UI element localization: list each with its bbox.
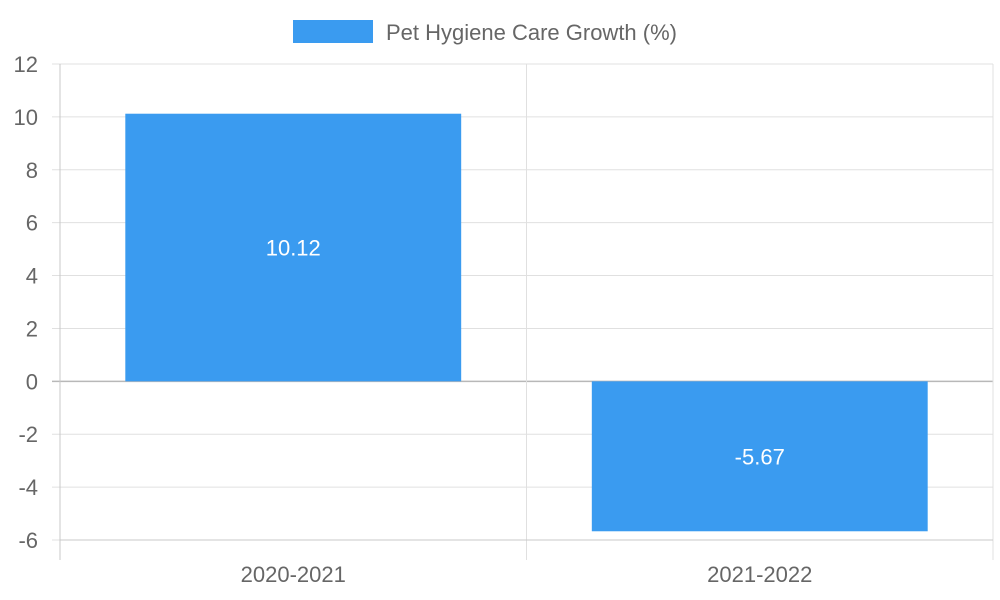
legend-swatch[interactable] [293,20,373,43]
y-tick-label: 8 [26,158,38,183]
y-tick-label: 2 [26,316,38,341]
x-tick-label: 2020-2021 [241,562,346,587]
data-label: 10.12 [266,236,321,261]
x-tick-label: 2021-2022 [707,562,812,587]
y-tick-label: -2 [18,422,38,447]
y-tick-label: 0 [26,369,38,394]
y-tick-label: 6 [26,211,38,236]
legend[interactable]: Pet Hygiene Care Growth (%) [293,20,677,45]
data-label: -5.67 [735,444,785,469]
labels-layer: -6 -4 -2 0 2 4 6 8 10 12 10.12 2020-2021 -5.67 2021-2… [14,52,813,587]
y-tick-label: 4 [26,264,38,289]
bars-layer [125,113,928,532]
y-tick-label: 12 [14,52,38,77]
bar-2020-2021[interactable] [125,113,462,382]
y-tick-label: 10 [14,105,38,130]
legend-label[interactable]: Pet Hygiene Care Growth (%) [386,20,677,45]
y-tick-label: -4 [18,475,38,500]
bar-2021-2022[interactable] [591,381,928,532]
y-tick-label: -6 [18,528,38,553]
